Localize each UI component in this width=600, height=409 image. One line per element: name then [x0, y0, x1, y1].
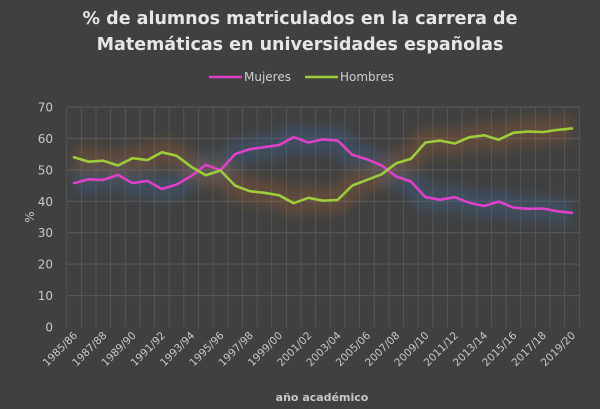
y-tick-label: 40 — [38, 195, 53, 209]
chart-title-line-1: % de alumnos matriculados en la carrera … — [83, 9, 518, 29]
y-tick-label: 20 — [38, 258, 53, 272]
legend-label-mujeres: Mujeres — [244, 70, 291, 84]
legend-label-hombres: Hombres — [340, 70, 394, 84]
y-tick-label: 0 — [45, 321, 53, 335]
y-tick-label: 60 — [38, 132, 53, 146]
y-tick-label: 30 — [38, 226, 53, 240]
legend-item-mujeres[interactable]: Mujeres — [209, 70, 291, 84]
y-axis-title: % — [23, 211, 37, 222]
chart-title-line-2: Matemáticas en universidades españolas — [97, 35, 504, 55]
legend: Mujeres Hombres — [209, 70, 394, 84]
legend-item-hombres[interactable]: Hombres — [305, 70, 394, 84]
x-axis-title: año académico — [276, 391, 369, 404]
y-tick-label: 50 — [38, 163, 53, 177]
series-lines — [72, 127, 574, 215]
y-tick-label: 70 — [38, 101, 53, 115]
y-tick-label: 10 — [38, 289, 53, 303]
series-line-mujeres[interactable] — [72, 135, 574, 215]
series-line-hombres[interactable] — [72, 127, 574, 205]
y-axis-ticks: 0 10 20 30 40 50 60 70 — [38, 101, 53, 335]
